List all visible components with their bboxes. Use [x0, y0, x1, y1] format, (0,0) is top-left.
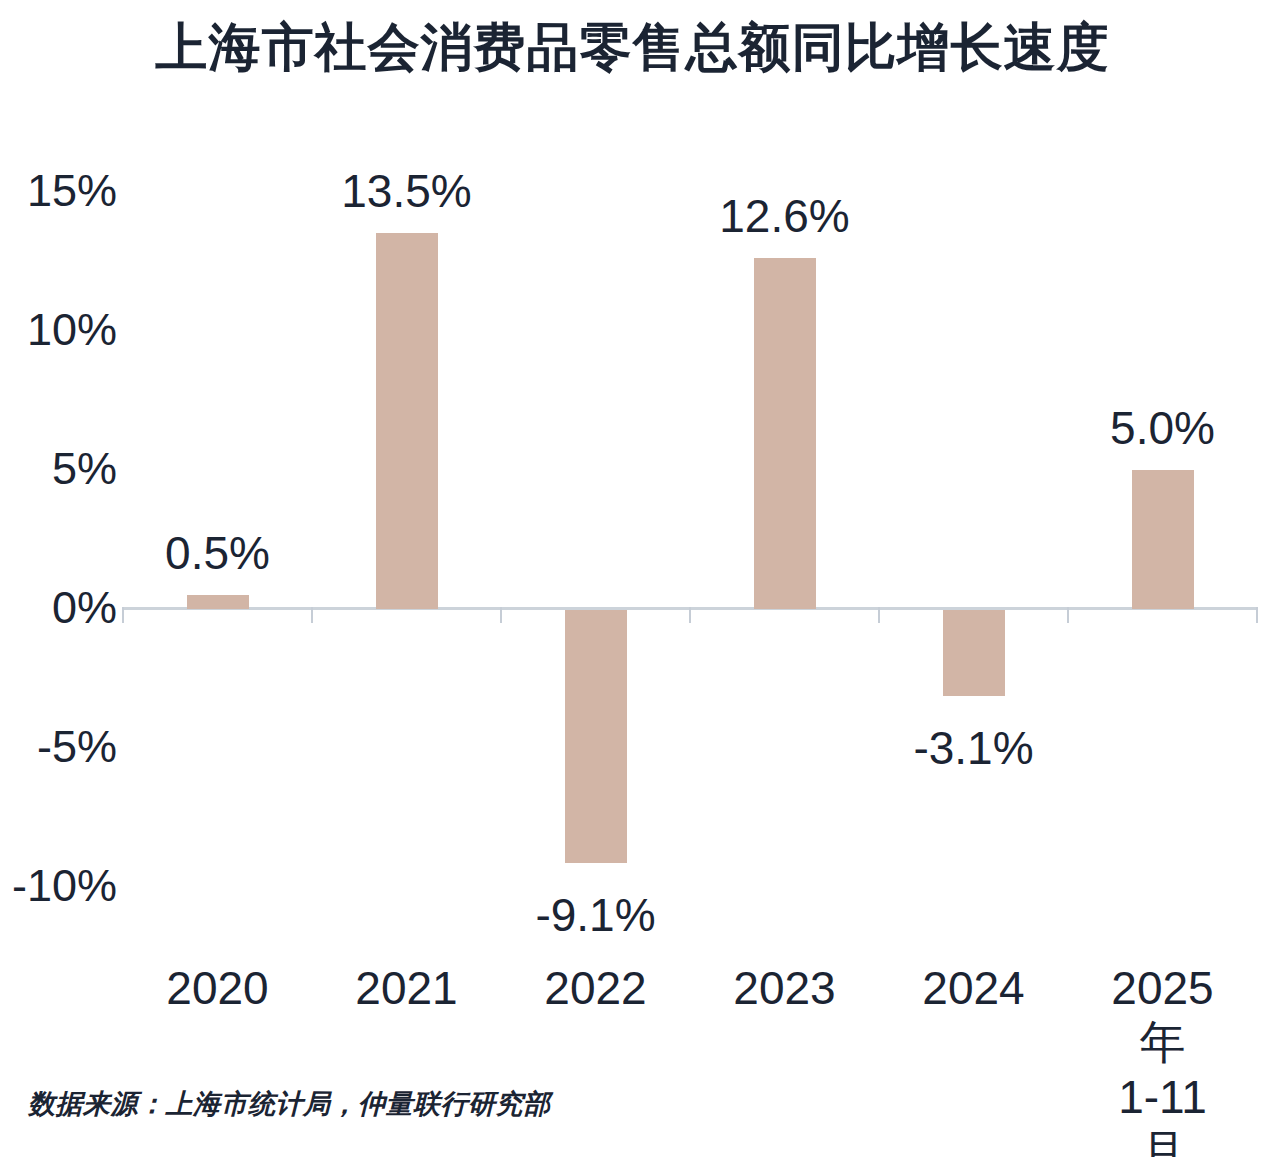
- y-axis-label: -5%: [0, 721, 117, 773]
- x-axis-label: 2023: [733, 961, 835, 1015]
- x-axis-label: 2022: [544, 961, 646, 1015]
- bar-2022: [565, 610, 627, 863]
- value-label: 0.5%: [165, 526, 270, 580]
- bar-2020: [187, 595, 249, 609]
- source-note: 数据来源：上海市统计局，仲量联行研究部: [28, 1086, 551, 1122]
- value-label: 12.6%: [719, 189, 849, 243]
- x-axis-label: 2020: [166, 961, 268, 1015]
- bar-2024: [943, 610, 1005, 696]
- x-axis-tick: [311, 607, 313, 623]
- x-axis-label: 2021: [355, 961, 457, 1015]
- x-axis-tick: [122, 607, 124, 623]
- value-label: -9.1%: [535, 888, 655, 942]
- y-axis-label: 15%: [0, 165, 117, 217]
- y-axis-label: 0%: [0, 582, 117, 634]
- bar-chart-plot-area: 15% 10% 5% 0% -5% -10% 0.5% 2020 13.5% 2021 -9.1% 2…: [0, 0, 1265, 1157]
- y-axis-label: -10%: [0, 860, 117, 912]
- value-label: -3.1%: [913, 721, 1033, 775]
- bar-2025年: [1132, 470, 1194, 609]
- x-axis-tick: [500, 607, 502, 623]
- x-axis-tick: [1067, 607, 1069, 623]
- x-axis-tick: [689, 607, 691, 623]
- x-axis-tick: [878, 607, 880, 623]
- bar-2023: [754, 258, 816, 609]
- y-axis-label: 5%: [0, 443, 117, 495]
- x-axis-tick: [1256, 607, 1258, 623]
- chart-page: 上海市社会消费品零售总额同比增长速度 15%10%5%0%-5%-10%0.5%…: [0, 0, 1265, 1157]
- value-label: 5.0%: [1110, 401, 1215, 455]
- x-axis-label: 2024: [922, 961, 1024, 1015]
- x-axis-label: 2025年 1-11月: [1111, 961, 1214, 1157]
- value-label: 13.5%: [341, 164, 471, 218]
- y-axis-label: 10%: [0, 304, 117, 356]
- bar-2021: [376, 233, 438, 609]
